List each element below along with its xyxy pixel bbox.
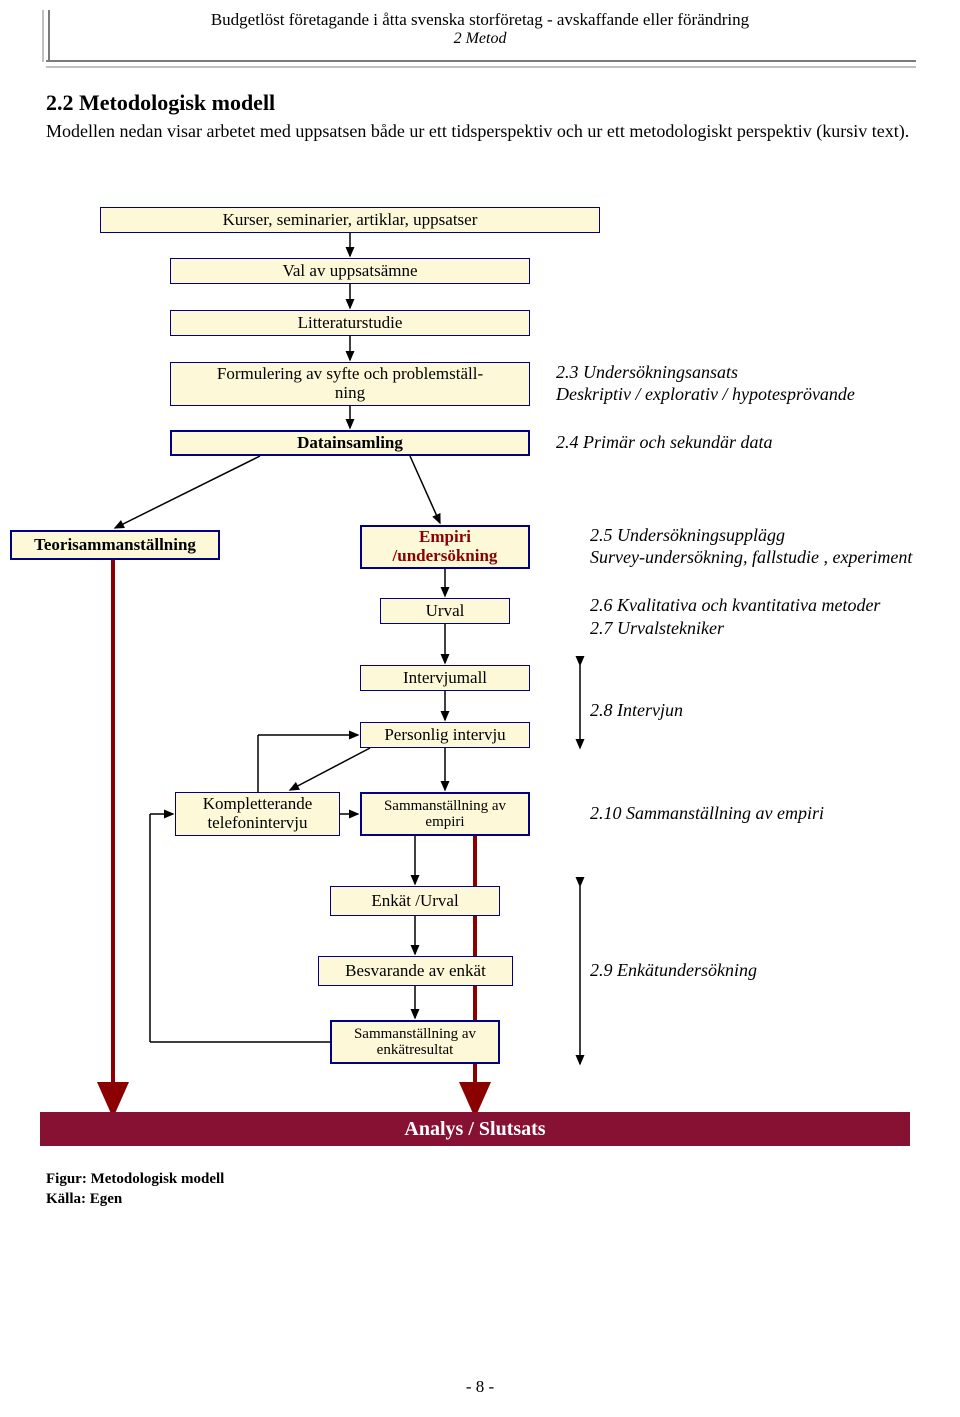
annot-25-l1: 2.5 Undersökningsupplägg (590, 525, 912, 547)
annot-210: 2.10 Sammanställning av empiri (590, 803, 824, 825)
annot-29: 2.9 Enkätundersökning (590, 960, 757, 982)
node-kompletterande-l1: Kompletterande (203, 795, 313, 814)
node-formulering: Formulering av syfte och problemställ- n… (170, 362, 530, 406)
annot-25-l2: Survey-undersökning, fallstudie , experi… (590, 547, 912, 569)
page: Budgetlöst företagande i åtta svenska st… (0, 0, 960, 1417)
node-formulering-l2: ning (335, 384, 365, 403)
node-besvarande: Besvarande av enkät (318, 956, 513, 986)
node-kurser: Kurser, seminarier, artiklar, uppsatser (100, 207, 600, 233)
node-teorisammanstallning: Teorisammanställning (10, 530, 220, 560)
page-number: - 8 - (0, 1377, 960, 1397)
node-sammanstallning-empiri: Sammanställning av empiri (360, 792, 530, 836)
annot-27: 2.7 Urvalstekniker (590, 618, 724, 640)
figure-caption-l2: Källa: Egen (46, 1190, 224, 1210)
node-personlig-intervju: Personlig intervju (360, 722, 530, 748)
node-samm-emp-l2: empiri (425, 814, 464, 831)
annot-23-l2: Deskriptiv / explorativ / hypotesprövand… (556, 384, 855, 406)
annot-24: 2.4 Primär och sekundär data (556, 432, 772, 454)
node-enkat-urval: Enkät /Urval (330, 886, 500, 916)
node-urval: Urval (380, 598, 510, 624)
annot-25: 2.5 Undersökningsupplägg Survey-undersök… (590, 525, 912, 568)
node-sammanstallning-enkat: Sammanställning av enkätresultat (330, 1020, 500, 1064)
annot-26: 2.6 Kvalitativa och kvantitativa metoder (590, 595, 880, 617)
node-samm-enk-l1: Sammanställning av (354, 1026, 476, 1043)
node-kompletterande-l2: telefonintervju (207, 814, 307, 833)
annot-23-l1: 2.3 Undersökningsansats (556, 362, 855, 384)
node-samm-enk-l2: enkätresultat (377, 1042, 454, 1059)
figure-caption-l1: Figur: Metodologisk modell (46, 1170, 224, 1190)
node-intervjumall: Intervjumall (360, 665, 530, 691)
figure-caption: Figur: Metodologisk modell Källa: Egen (46, 1170, 224, 1209)
node-empiri: Empiri /undersökning (360, 525, 530, 569)
node-val: Val av uppsatsämne (170, 258, 530, 284)
node-litteraturstudie: Litteraturstudie (170, 310, 530, 336)
node-datainsamling: Datainsamling (170, 430, 530, 456)
node-kompletterande: Kompletterande telefonintervju (175, 792, 340, 836)
node-samm-emp-l1: Sammanställning av (384, 798, 506, 815)
node-empiri-l1: Empiri (419, 528, 471, 547)
node-empiri-l2: /undersökning (393, 547, 498, 566)
annot-28: 2.8 Intervjun (590, 700, 683, 722)
annot-23: 2.3 Undersökningsansats Deskriptiv / exp… (556, 362, 855, 405)
node-analys: Analys / Slutsats (40, 1112, 910, 1146)
node-formulering-l1: Formulering av syfte och problemställ- (217, 365, 483, 384)
